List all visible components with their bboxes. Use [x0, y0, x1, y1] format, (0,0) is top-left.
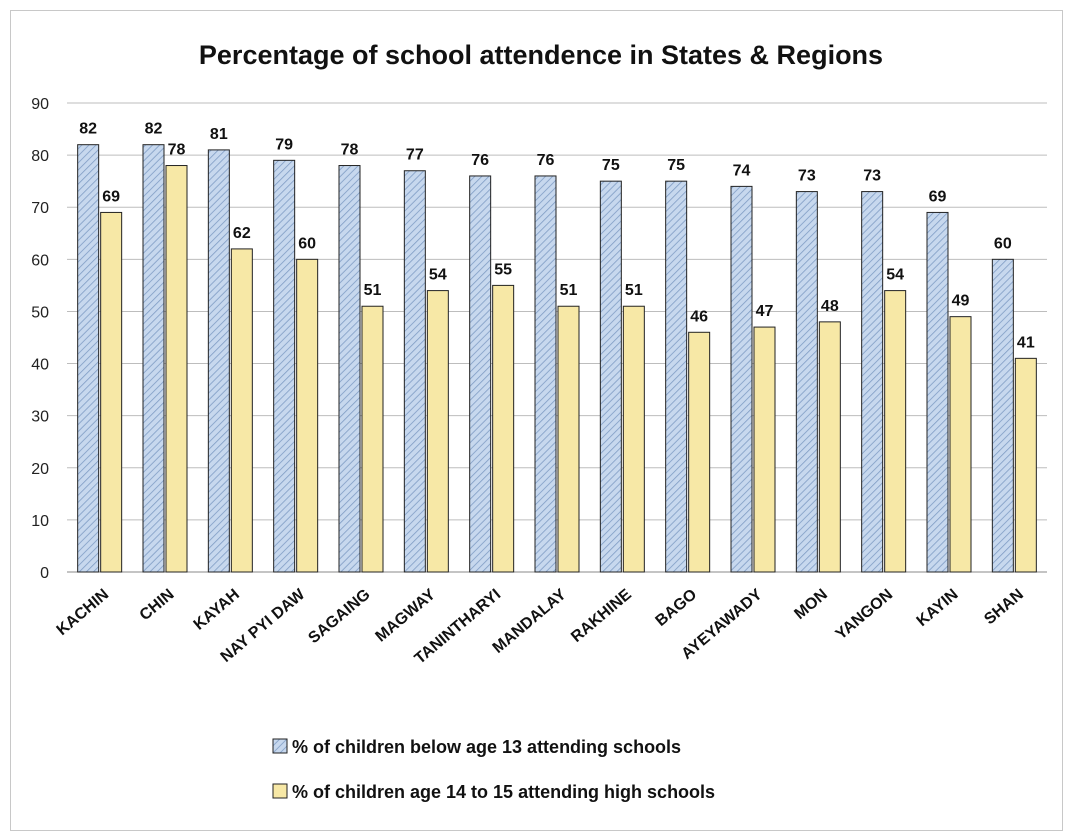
chart-title: Percentage of school attendence in State… [199, 40, 883, 70]
data-label: 54 [886, 267, 904, 284]
x-tick-label: MAGWAY [373, 586, 440, 646]
data-label: 75 [667, 157, 685, 174]
data-label: 73 [863, 168, 881, 185]
data-label: 74 [733, 162, 751, 179]
bar-below-13 [730, 185, 753, 573]
data-label: 62 [233, 225, 251, 242]
y-tick-label: 10 [31, 513, 49, 530]
data-label: 51 [625, 282, 643, 299]
bar-below-13 [991, 258, 1014, 573]
data-label: 75 [602, 157, 620, 174]
x-tick-label: KAYIN [914, 586, 962, 630]
data-label: 51 [560, 282, 578, 299]
data-label: 78 [341, 142, 359, 159]
x-tick-label: YANGON [833, 586, 897, 643]
bar-age-14-15 [296, 258, 319, 573]
x-tick-label: MON [791, 586, 831, 623]
data-label: 41 [1017, 334, 1035, 351]
data-label: 55 [494, 261, 512, 278]
bar-age-14-15 [230, 248, 253, 573]
legend-swatch [272, 738, 288, 754]
bar-age-14-15 [492, 284, 515, 573]
y-tick-label: 0 [40, 565, 49, 582]
bar-below-13 [77, 144, 100, 573]
bar-below-13 [469, 175, 492, 573]
data-label: 49 [952, 293, 970, 310]
bar-below-13 [273, 159, 296, 573]
data-label: 79 [275, 136, 293, 153]
data-label: 73 [798, 168, 816, 185]
y-tick-label: 70 [31, 200, 49, 217]
y-tick-label: 30 [31, 409, 49, 426]
bar-age-14-15 [688, 331, 711, 573]
y-tick-label: 40 [31, 357, 49, 374]
y-tick-label: 50 [31, 304, 49, 321]
bars [77, 144, 1037, 573]
data-label: 69 [929, 188, 947, 205]
data-label: 54 [429, 267, 447, 284]
bar-age-14-15 [1014, 357, 1037, 573]
data-label: 76 [537, 152, 555, 169]
x-tick-label: SHAN [981, 586, 1027, 628]
data-label: 69 [102, 188, 120, 205]
bar-below-13 [795, 191, 818, 573]
legend: % of children below age 13 attending sch… [272, 737, 715, 802]
bar-below-13 [338, 165, 361, 573]
bar-age-14-15 [622, 305, 645, 573]
data-label: 77 [406, 147, 424, 164]
data-label: 81 [210, 126, 228, 143]
data-label: 51 [364, 282, 382, 299]
x-tick-label: RAKHINE [568, 586, 635, 646]
bar-age-14-15 [949, 316, 972, 573]
legend-entry: % of children below age 13 attending sch… [292, 737, 681, 757]
bar-below-13 [534, 175, 557, 573]
bar-below-13 [403, 170, 426, 573]
bar-below-13 [599, 180, 622, 573]
data-label: 82 [79, 121, 97, 138]
bar-age-14-15 [426, 290, 449, 573]
bar-age-14-15 [100, 211, 123, 573]
bar-age-14-15 [753, 326, 776, 573]
legend-entry: % of children age 14 to 15 attending hig… [292, 782, 715, 802]
bar-age-14-15 [361, 305, 384, 573]
bar-below-13 [142, 144, 165, 573]
bar-below-13 [665, 180, 688, 573]
data-label: 76 [471, 152, 489, 169]
bar-age-14-15 [557, 305, 580, 573]
y-tick-label: 60 [31, 252, 49, 269]
data-labels: 82 69 82 78 81 62 79 60 78 51 77 54 76 55 76 51 75 51 75 46… [79, 121, 1035, 352]
y-axis-ticks: 0 10 20 30 40 50 60 70 80 90 [31, 96, 49, 582]
x-tick-label: KACHIN [54, 586, 113, 639]
data-label: 60 [298, 235, 316, 252]
bar-age-14-15 [818, 321, 841, 573]
data-label: 47 [756, 303, 774, 320]
data-label: 48 [821, 298, 839, 315]
y-tick-label: 90 [31, 96, 49, 113]
bar-below-13 [926, 211, 949, 573]
data-label: 60 [994, 235, 1012, 252]
legend-swatch [272, 783, 288, 799]
data-label: 46 [690, 308, 708, 325]
bar-below-13 [207, 149, 230, 573]
data-label: 82 [145, 121, 163, 138]
bar-age-14-15 [884, 290, 907, 573]
bar-age-14-15 [165, 165, 188, 573]
x-tick-label: CHIN [137, 586, 178, 624]
x-tick-label: BAGO [653, 586, 701, 630]
bar-below-13 [861, 191, 884, 573]
data-label: 78 [168, 142, 186, 159]
x-tick-label: KAYAH [191, 586, 243, 634]
gridlines [67, 102, 1047, 573]
y-tick-label: 80 [31, 148, 49, 165]
y-tick-label: 20 [31, 461, 49, 478]
x-tick-label: SAGAING [305, 586, 373, 647]
